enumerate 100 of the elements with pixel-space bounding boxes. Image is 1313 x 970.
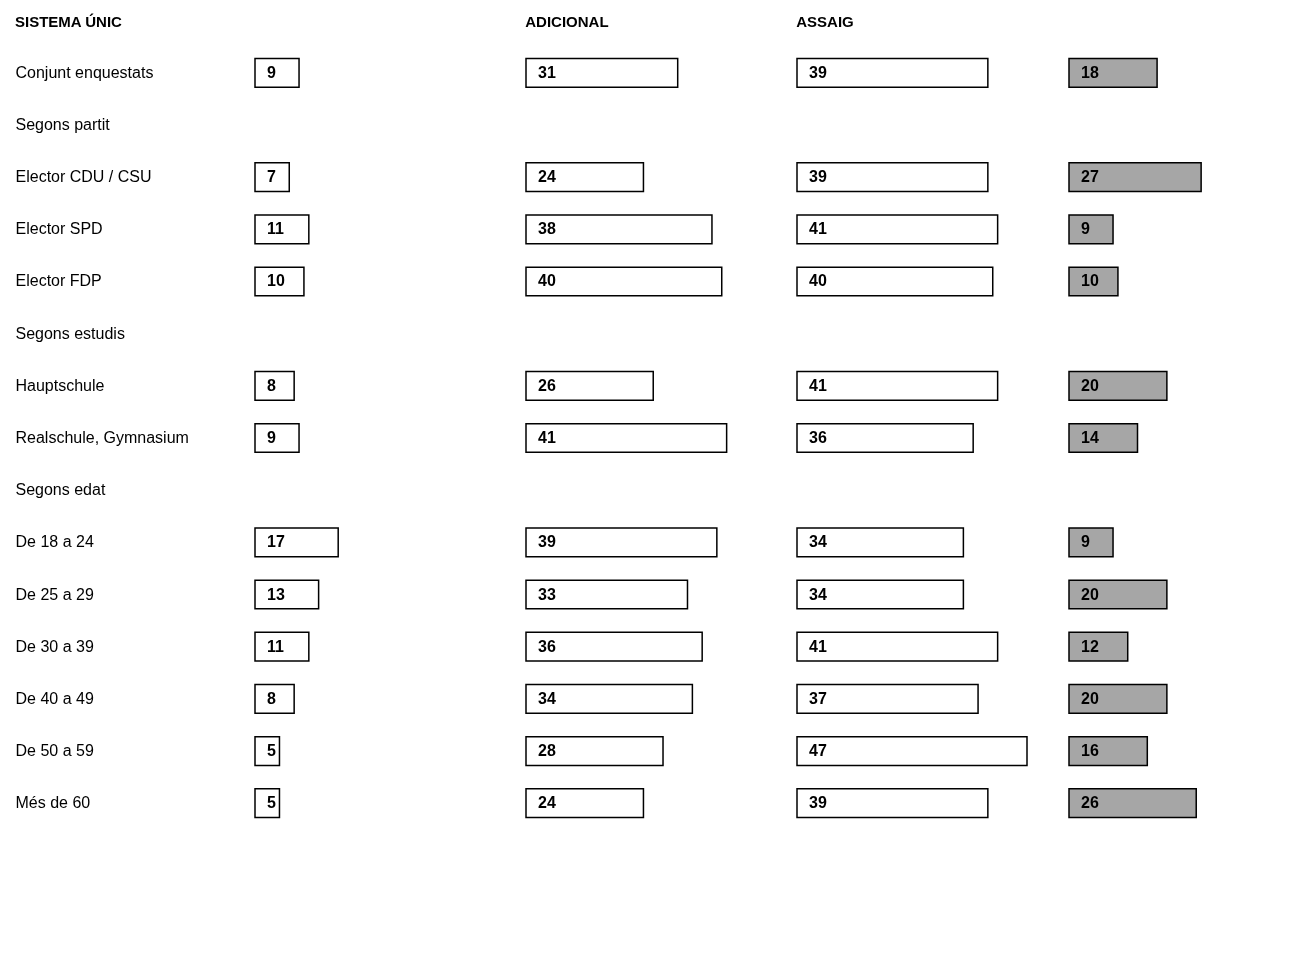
data-label: 38 [538, 220, 556, 238]
data-label: 14 [1081, 429, 1099, 446]
data-label: 7 [267, 168, 276, 186]
bar [525, 370, 654, 401]
bar [796, 422, 974, 454]
bar [254, 162, 291, 193]
bar [1068, 631, 1129, 662]
y-tick-label: Més de 60 [15, 794, 91, 812]
data-label: 20 [1081, 376, 1099, 394]
bar [525, 527, 718, 558]
bar [796, 57, 989, 88]
data-label: 5 [267, 794, 276, 812]
bar [1068, 683, 1168, 714]
data-label: 10 [1081, 272, 1099, 290]
bar [796, 683, 979, 714]
data-label: 18 [1081, 63, 1099, 81]
bar [1068, 579, 1168, 610]
data-label: 41 [538, 429, 556, 446]
data-label: 8 [267, 689, 276, 707]
bar [1068, 370, 1168, 401]
data-label: 47 [809, 742, 827, 760]
chart-title: ADICIONAL [525, 13, 609, 30]
bar [525, 422, 728, 454]
data-label: 11 [267, 637, 285, 655]
bar [254, 214, 310, 245]
bar [1068, 735, 1149, 767]
data-label: 26 [538, 376, 556, 394]
bar [525, 57, 679, 88]
bar [254, 683, 295, 714]
bar [254, 631, 310, 662]
bar [254, 788, 281, 819]
data-label: 37 [809, 689, 827, 707]
chart-title: ASSAIG [796, 13, 854, 30]
data-label: 24 [538, 794, 556, 812]
bar [796, 162, 989, 193]
data-label: 20 [1081, 585, 1099, 603]
bar [254, 527, 339, 558]
bar [1068, 57, 1158, 88]
y-tick-label: De 18 a 24 [15, 533, 94, 551]
data-label: 34 [538, 689, 556, 707]
bar [796, 527, 965, 558]
data-label: 39 [809, 63, 827, 81]
data-label: 20 [1081, 689, 1099, 707]
data-label: 17 [267, 533, 285, 551]
y-tick-label: De 25 a 29 [15, 585, 94, 603]
data-label: 39 [538, 533, 556, 551]
data-label: 40 [538, 272, 556, 290]
data-label: 24 [538, 168, 556, 186]
bar [525, 735, 664, 767]
bar [796, 266, 994, 297]
bar [796, 788, 989, 819]
data-label: 9 [1081, 533, 1090, 551]
y-tick-label: De 50 a 59 [15, 742, 94, 760]
y-tick-label: Elector SPD [15, 220, 103, 238]
bar [796, 631, 999, 662]
data-label: 36 [538, 637, 556, 655]
y-tick-label: Hauptschule [15, 376, 105, 394]
data-label: 39 [809, 794, 827, 812]
data-label: 34 [809, 533, 827, 551]
data-label: 39 [809, 168, 827, 186]
data-label: 11 [267, 220, 285, 238]
bar [1068, 214, 1114, 245]
data-label: 41 [809, 220, 827, 238]
y-tick-label: De 40 a 49 [15, 689, 94, 707]
bar [525, 214, 713, 245]
data-label: 9 [267, 63, 276, 81]
bar [796, 579, 965, 610]
y-tick-label: Segons edat [15, 481, 106, 499]
data-label: 10 [267, 272, 285, 290]
data-label: 36 [809, 429, 827, 446]
data-label: 31 [538, 63, 556, 81]
bar [254, 266, 305, 297]
data-label: 41 [809, 376, 827, 394]
data-label: 27 [1081, 168, 1099, 186]
bar [796, 370, 999, 401]
bar [254, 57, 300, 88]
data-label: 13 [267, 585, 285, 603]
y-tick-label: Conjunt enquestats [15, 63, 154, 81]
bar [525, 631, 703, 662]
bar [254, 422, 300, 454]
y-tick-label: Segons partit [15, 115, 111, 133]
bar [525, 788, 645, 819]
bar [254, 579, 320, 610]
data-label: 9 [1081, 220, 1090, 238]
data-label: 8 [267, 376, 276, 394]
bar [1068, 266, 1119, 297]
bar [254, 370, 295, 401]
data-label: 28 [538, 742, 556, 760]
data-label: 33 [538, 585, 556, 603]
data-label: 40 [809, 272, 827, 290]
text: SISTEMA ÚNIC [15, 13, 123, 30]
bar [525, 579, 689, 610]
y-tick-label: Elector CDU / CSU [15, 168, 152, 186]
data-label: 12 [1081, 637, 1099, 655]
y-tick-label: De 30 a 39 [15, 637, 94, 655]
y-tick-label: Realschule, Gymnasium [15, 429, 189, 446]
bar [796, 214, 999, 245]
bar [796, 735, 1028, 767]
data-label: 41 [809, 637, 827, 655]
bar [525, 162, 645, 193]
